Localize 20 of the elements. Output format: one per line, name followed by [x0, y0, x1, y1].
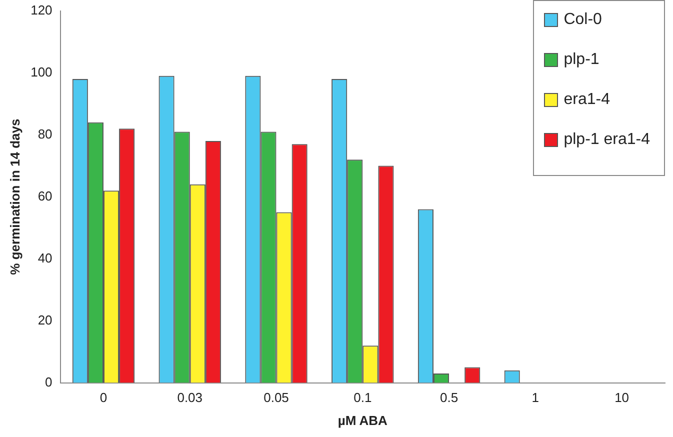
y-tick-label: 20 — [38, 312, 52, 328]
x-tick-label: 0.05 — [264, 390, 289, 406]
y-tick-label: 0 — [45, 374, 52, 390]
legend-label: plp-1 era1-4 — [564, 131, 650, 149]
y-tick-label: 100 — [30, 64, 52, 80]
x-tick-label: 0.03 — [177, 390, 203, 406]
y-tick-label: 120 — [30, 2, 52, 18]
x-tick-label: 10 — [614, 390, 630, 406]
x-tick-label: 0.5 — [440, 390, 458, 406]
y-tick-label: 40 — [38, 250, 52, 266]
legend-label: Col-0 — [564, 11, 602, 29]
y-tick-label: 80 — [38, 126, 52, 142]
x-tick-label: 0.1 — [354, 390, 372, 406]
x-tick-label: 0 — [100, 390, 108, 406]
y-axis-title: % germination in 14 days — [7, 118, 22, 275]
y-tick-label: 60 — [38, 188, 52, 204]
x-axis-title: µM ABA — [338, 412, 388, 428]
legend-label: era1-4 — [564, 91, 610, 109]
x-tick-label: 1 — [532, 390, 540, 406]
legend-label: plp-1 — [564, 51, 600, 69]
